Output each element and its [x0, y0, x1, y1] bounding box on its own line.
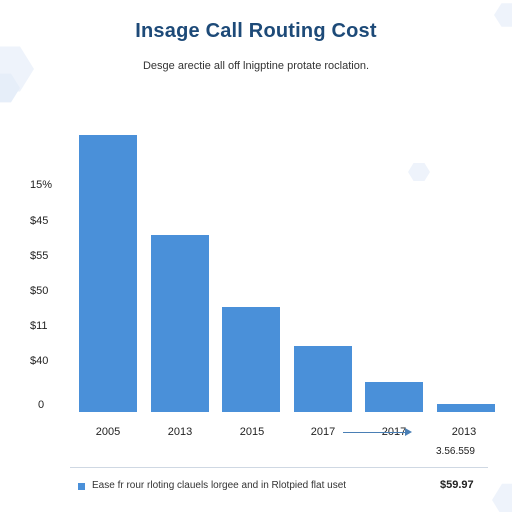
y-tick-label: $40 [30, 355, 49, 367]
bar-2 [222, 307, 280, 412]
x-tick-label: 2017 [310, 426, 336, 438]
x-tick-label: 2013 [167, 426, 193, 438]
y-tick-label: $55 [30, 250, 49, 262]
decorative-hexagon-right [408, 163, 430, 181]
chart-title: Insage Call Routing Cost [135, 20, 377, 42]
y-tick-label: $50 [30, 285, 49, 297]
bar-1 [151, 235, 209, 412]
bar-5 [437, 404, 495, 412]
bar-4 [365, 382, 423, 412]
y-tick-label: 0 [38, 399, 45, 411]
chart-subtitle: Desgе arectie all off lnigptine protate … [142, 60, 370, 72]
arrow-right-icon [405, 428, 412, 436]
x-tick-label: 2005 [95, 426, 121, 438]
y-tick-label: 15% [30, 179, 53, 191]
bar-0 [79, 135, 137, 412]
footer-divider [70, 467, 488, 468]
legend-label: Ease fr rour rloting clauels lorgee and … [92, 480, 347, 491]
legend-swatch [78, 483, 85, 490]
bar-3 [294, 346, 352, 412]
annotation-arrow-line [343, 432, 409, 433]
y-tick-label: $45 [30, 215, 49, 227]
decorative-hexagon-left-mid [0, 73, 20, 103]
decorative-hexagon-top-right [494, 3, 512, 27]
annotation-label: 3.56.559 [436, 446, 475, 457]
total-value: $59.97 [440, 479, 474, 491]
x-tick-label: 2013 [451, 426, 477, 438]
decorative-hexagon-bottom-right [492, 483, 512, 512]
y-tick-label: $11 [30, 320, 48, 332]
x-tick-label: 2015 [239, 426, 265, 438]
